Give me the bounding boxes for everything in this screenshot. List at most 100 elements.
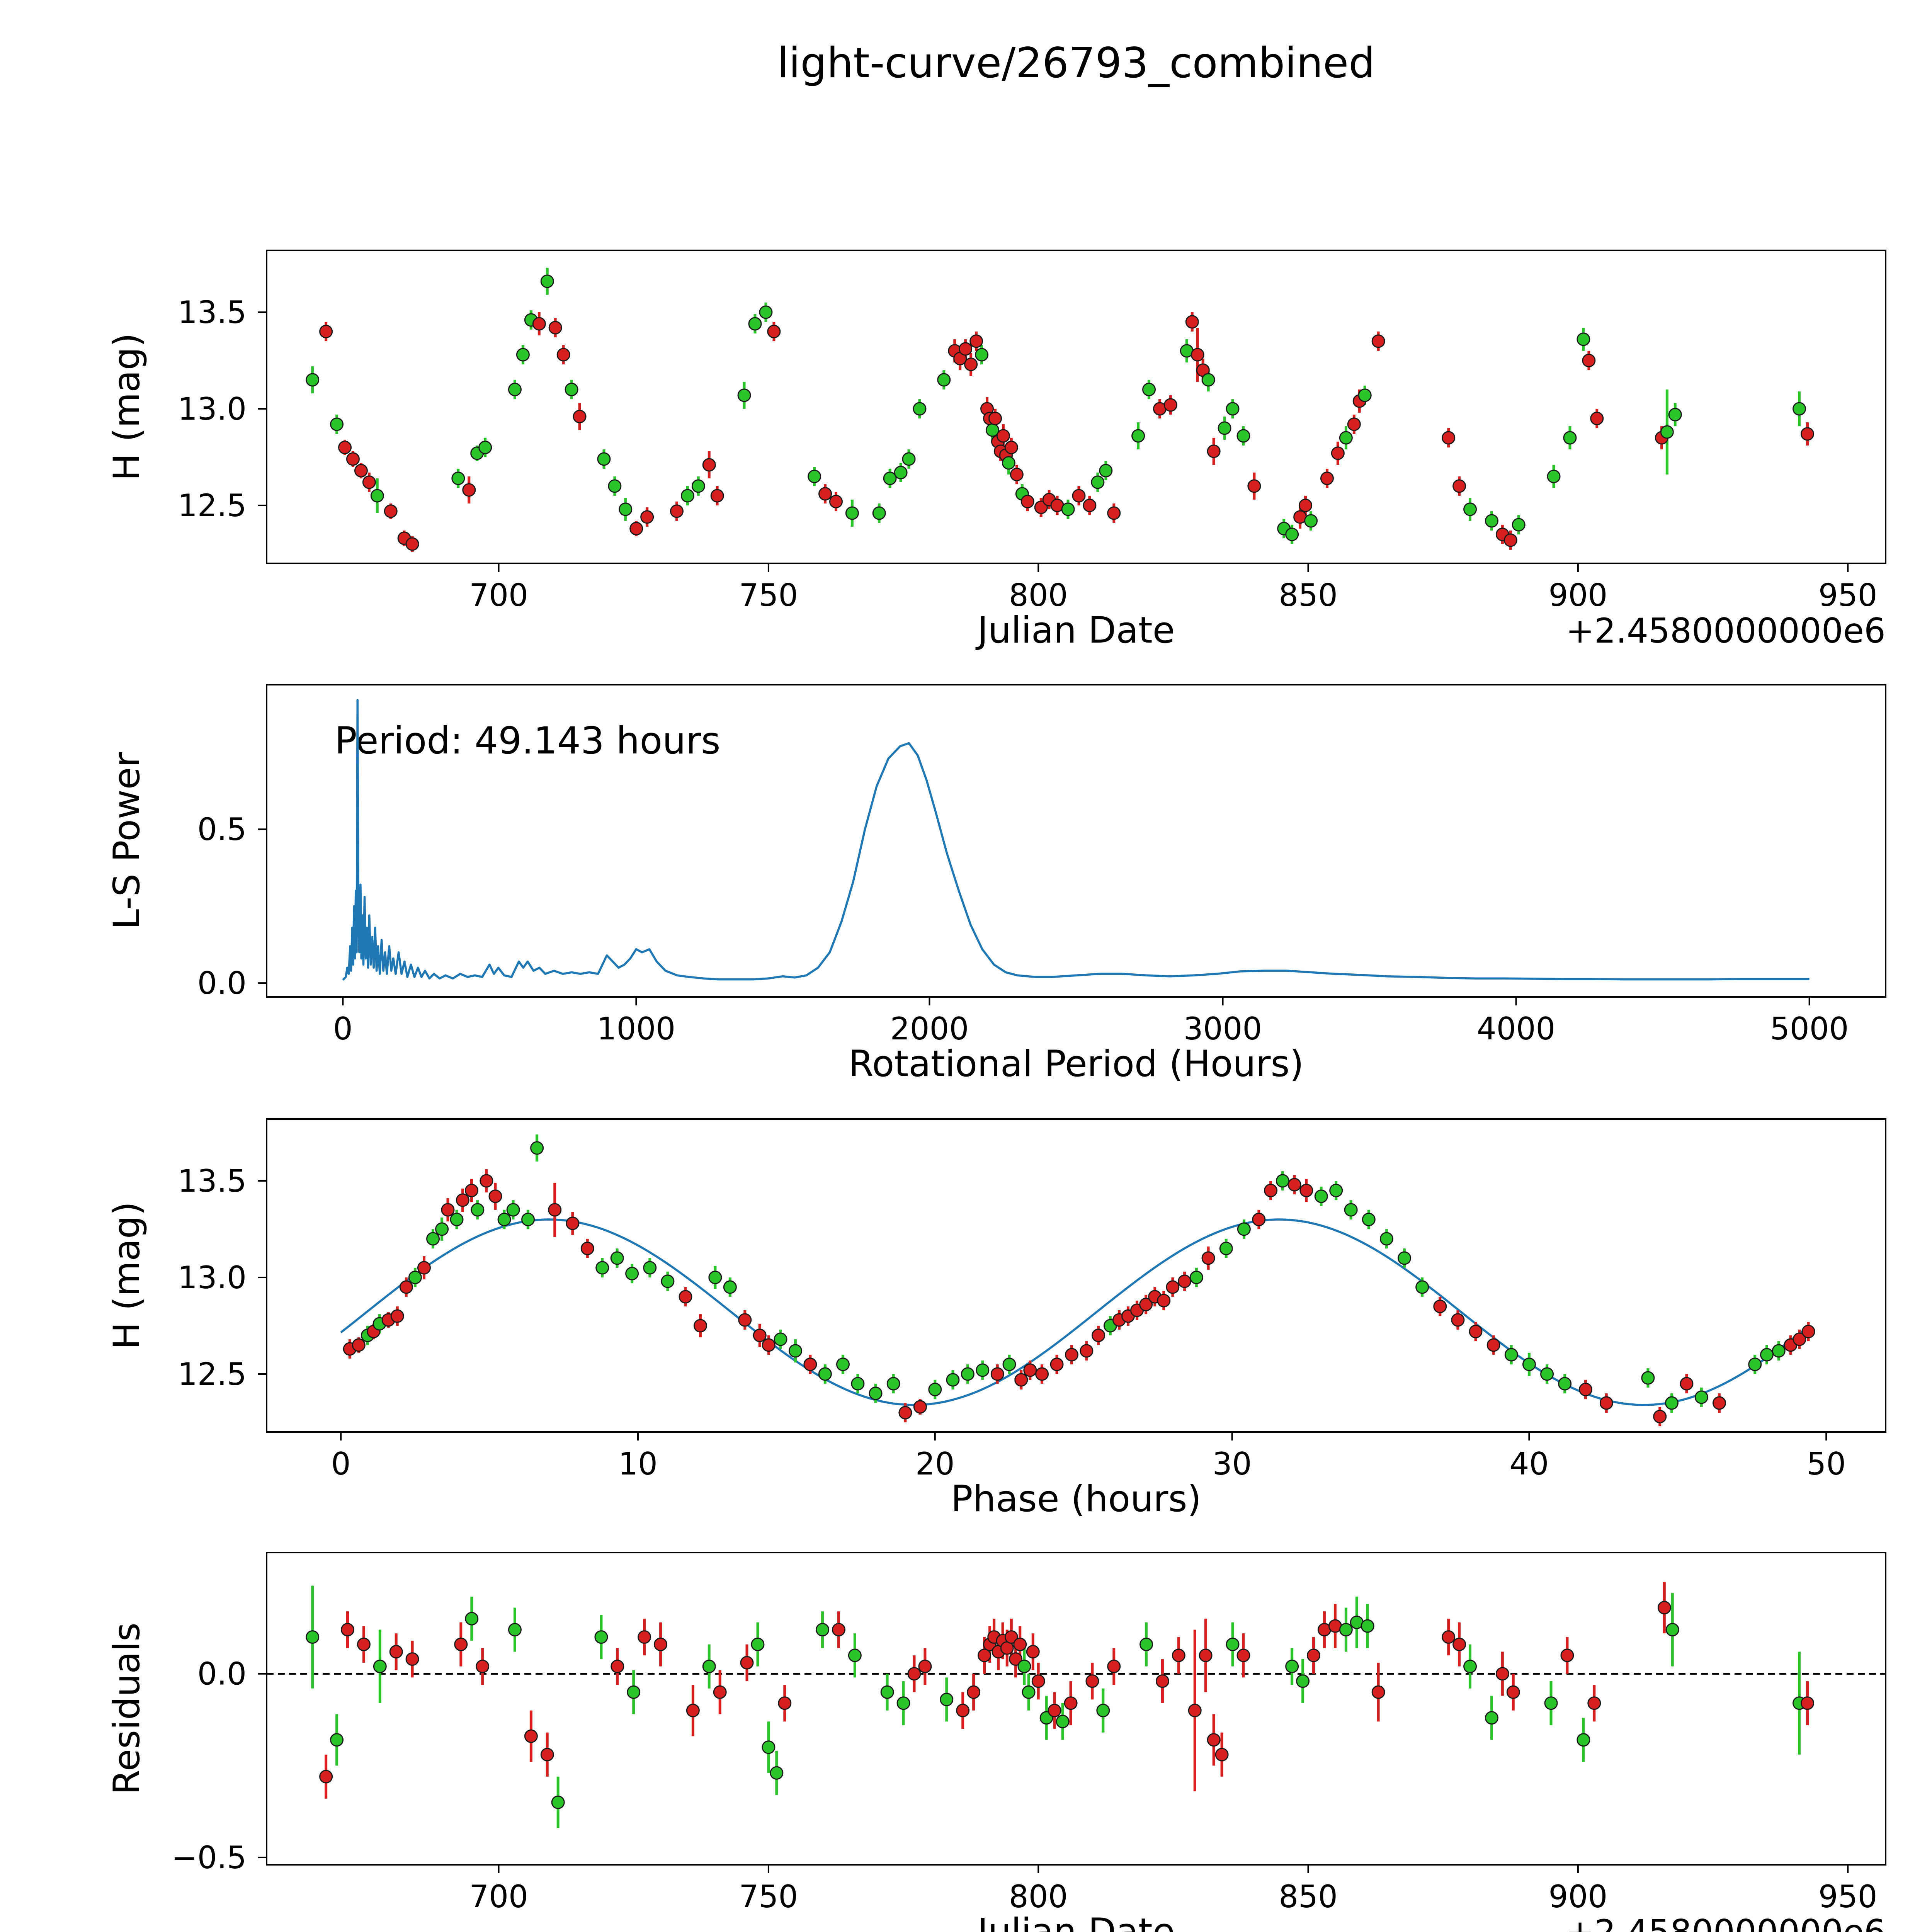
data-point [1131,429,1145,443]
y-tick-label: 12.5 [178,1356,247,1392]
data-point [778,1696,792,1710]
data-point [1760,1348,1774,1362]
data-point [913,1400,927,1414]
data-point [1512,518,1526,532]
data-point [818,1367,832,1381]
data-point [774,1332,787,1346]
data-point [1452,1638,1466,1651]
error-bars [311,1582,1809,1828]
data-point [1371,1685,1385,1699]
x-axis-label: Rotational Period (Hours) [849,1043,1304,1085]
data-point [1694,1390,1708,1404]
data-point [737,388,751,402]
data-point [1307,1648,1321,1662]
error-bars [348,1134,1810,1426]
x-tick-label: 850 [1279,577,1338,613]
data-point [454,1638,468,1651]
data-point [1547,469,1561,483]
data-point [967,1685,981,1699]
data-point [1166,1280,1180,1294]
data-point [753,1328,767,1342]
chart-periodogram: 0 1000 2000 3000 4000 5000 0.0 0.5 Rotational Pe… [106,684,1886,1085]
x-tick-label: 10 [618,1446,658,1482]
data-point [1590,412,1604,425]
data-point [1099,464,1113,478]
data-point [362,475,376,489]
data-point [1469,1325,1483,1338]
fit-curve [340,1218,1809,1406]
data-point [1339,1623,1353,1637]
data-point [1014,1373,1028,1387]
data-point [643,1261,657,1275]
data-point [450,1213,464,1226]
scatter-points [306,274,1814,551]
data-point [762,1740,776,1754]
x-tick-label: 3000 [1184,1011,1262,1047]
axis-offset-text: +2.4580000000e6 [1566,1912,1886,1932]
data-point [1347,417,1361,431]
data-point [1504,1348,1518,1362]
data-point [1463,1660,1477,1673]
data-point [1139,1638,1153,1651]
axes-frame [266,250,1886,564]
data-point [1002,456,1015,470]
data-point [1226,402,1240,416]
data-point [306,1630,320,1644]
chart-residuals: 700 750 800 850 900 950 −0.5 0.0 Julian Date +2.4… [106,1552,1886,1932]
data-point [629,522,643,536]
data-point [1002,1357,1016,1371]
data-point [1218,421,1231,435]
data-point [1064,1696,1078,1710]
data-point [625,1267,639,1281]
data-point [702,1660,716,1673]
data-point [1022,1685,1036,1699]
data-point [1563,431,1577,445]
data-point [902,452,916,466]
data-point [1201,373,1215,387]
data-point [1415,1280,1429,1294]
data-point [1226,1638,1240,1651]
data-point [1793,402,1806,416]
data-point [762,1338,776,1352]
data-point [1034,500,1048,514]
x-axis-label: Phase (hours) [951,1478,1201,1520]
x-tick-label: 50 [1806,1446,1846,1482]
data-point [480,1174,493,1188]
y-axis-label: H (mag) [106,1202,148,1350]
data-point [907,1667,921,1681]
data-point [918,1660,932,1673]
y-tick-label: 13.0 [178,1260,247,1296]
data-point [548,321,562,335]
data-point [883,471,897,485]
data-point [1485,1711,1498,1725]
data-point [1142,383,1156,396]
data-point [1199,1648,1213,1662]
data-point [1190,348,1204,362]
data-point [530,1141,544,1155]
data-point [1339,431,1353,445]
y-axis-label: Residuals [106,1622,148,1795]
data-point [723,1280,737,1294]
data-point [456,1193,469,1207]
data-point [389,1645,403,1659]
data-point [1665,1623,1679,1637]
data-point [894,466,908,480]
data-point [898,1406,912,1420]
data-point [638,1630,651,1644]
x-axis-label: Julian Date [975,1911,1175,1932]
x-tick-label: 850 [1279,1879,1338,1915]
data-point [872,506,886,520]
data-point [1653,1410,1667,1423]
data-point [565,383,578,396]
data-point [1299,498,1313,512]
x-tick-label: 800 [1009,577,1068,613]
data-point [338,440,352,454]
data-point [399,1280,413,1294]
data-point [832,1623,845,1637]
y-tick-label: −0.5 [172,1840,247,1876]
data-point [540,1748,554,1762]
data-point [1587,1696,1601,1710]
axes-frame [266,1552,1886,1866]
x-tick-label: 20 [915,1446,955,1482]
data-point [476,1660,490,1673]
